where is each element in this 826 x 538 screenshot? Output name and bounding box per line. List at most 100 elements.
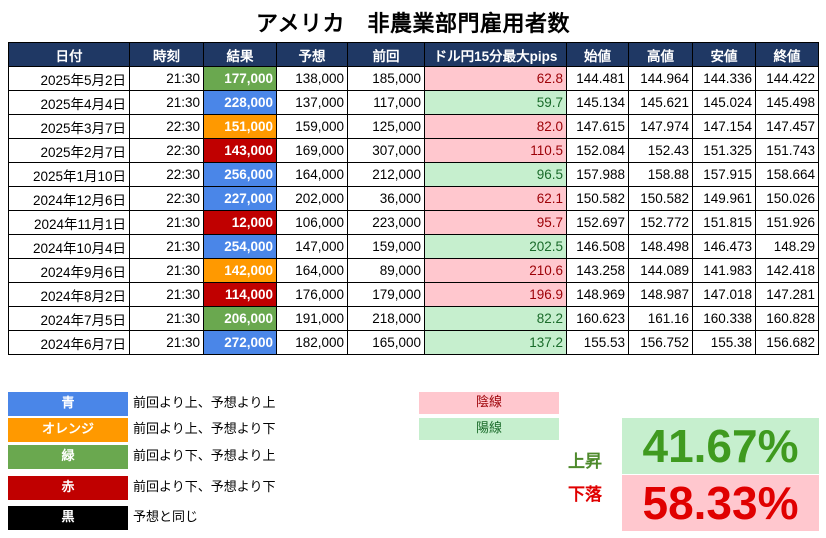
legend-swatch-orange: オレンジ: [8, 418, 128, 442]
result-cell: 143,000: [203, 138, 277, 163]
high-cell: 152.772: [628, 210, 693, 235]
low-cell: 149.961: [692, 186, 756, 211]
legend-swatch-blue: 青: [8, 392, 128, 416]
high-cell: 147.974: [628, 114, 693, 139]
column-header: ドル円15分最大pips: [424, 42, 567, 67]
high-cell: 145.621: [628, 90, 693, 115]
legend-description: 前回より上、予想より上: [133, 396, 276, 411]
open-cell: 152.084: [566, 138, 629, 163]
column-header: 始値: [566, 42, 629, 67]
pips-cell: 82.0: [424, 114, 567, 139]
table-row: 2025年5月2日 21:30 177,000 138,000 185,000 62.8 1…: [8, 66, 819, 91]
previous-cell: 185,000: [347, 66, 425, 91]
open-cell: 155.53: [566, 330, 629, 355]
low-cell: 147.018: [692, 282, 756, 307]
time-cell: 22:30: [129, 186, 204, 211]
result-cell: 142,000: [203, 258, 277, 283]
open-cell: 145.134: [566, 90, 629, 115]
time-cell: 21:30: [129, 330, 204, 355]
column-header: 時刻: [129, 42, 204, 67]
page-title: アメリカ 非農業部門雇用者数: [256, 12, 570, 37]
time-cell: 22:30: [129, 114, 204, 139]
close-cell: 145.498: [755, 90, 819, 115]
pips-cell: 59.7: [424, 90, 567, 115]
close-cell: 142.418: [755, 258, 819, 283]
close-cell: 151.926: [755, 210, 819, 235]
forecast-cell: 137,000: [276, 90, 348, 115]
pips-cell: 137.2: [424, 330, 567, 355]
high-cell: 158.88: [628, 162, 693, 187]
column-header: 前回: [347, 42, 425, 67]
legend-swatch-black: 黒: [8, 506, 128, 530]
table-row: 2024年12月6日 22:30 227,000 202,000 36,000 62.1 1…: [8, 186, 819, 211]
column-header: 高値: [628, 42, 693, 67]
low-cell: 151.815: [692, 210, 756, 235]
legend-description: 前回より下、予想より上: [133, 449, 276, 464]
table-row: 2024年7月5日 21:30 206,000 191,000 218,000 82.2 1…: [8, 306, 819, 331]
time-cell: 22:30: [129, 162, 204, 187]
low-cell: 146.473: [692, 234, 756, 259]
previous-cell: 179,000: [347, 282, 425, 307]
forecast-cell: 138,000: [276, 66, 348, 91]
close-cell: 147.457: [755, 114, 819, 139]
close-cell: 148.29: [755, 234, 819, 259]
high-cell: 152.43: [628, 138, 693, 163]
high-cell: 144.089: [628, 258, 693, 283]
column-header: 日付: [8, 42, 130, 67]
open-cell: 150.582: [566, 186, 629, 211]
table-row: 2024年10月4日 21:30 254,000 147,000 159,000 202.…: [8, 234, 819, 259]
close-cell: 144.422: [755, 66, 819, 91]
forecast-cell: 106,000: [276, 210, 348, 235]
column-header: 結果: [203, 42, 277, 67]
pips-cell: 95.7: [424, 210, 567, 235]
open-cell: 160.623: [566, 306, 629, 331]
low-cell: 144.336: [692, 66, 756, 91]
result-cell: 254,000: [203, 234, 277, 259]
previous-cell: 125,000: [347, 114, 425, 139]
result-cell: 177,000: [203, 66, 277, 91]
open-cell: 146.508: [566, 234, 629, 259]
close-cell: 158.664: [755, 162, 819, 187]
forecast-cell: 164,000: [276, 162, 348, 187]
time-cell: 21:30: [129, 306, 204, 331]
column-header: 終値: [755, 42, 819, 67]
result-cell: 151,000: [203, 114, 277, 139]
date-cell: 2024年10月4日: [8, 234, 130, 259]
close-cell: 160.828: [755, 306, 819, 331]
result-cell: 228,000: [203, 90, 277, 115]
date-cell: 2025年5月2日: [8, 66, 130, 91]
forecast-cell: 191,000: [276, 306, 348, 331]
previous-cell: 36,000: [347, 186, 425, 211]
column-header: 予想: [276, 42, 348, 67]
forecast-cell: 159,000: [276, 114, 348, 139]
result-cell: 256,000: [203, 162, 277, 187]
legend-swatch-red: 赤: [8, 476, 128, 500]
previous-cell: 117,000: [347, 90, 425, 115]
date-cell: 2024年7月5日: [8, 306, 130, 331]
result-cell: 206,000: [203, 306, 277, 331]
date-cell: 2025年2月7日: [8, 138, 130, 163]
pips-cell: 62.1: [424, 186, 567, 211]
previous-cell: 307,000: [347, 138, 425, 163]
column-header: 安値: [692, 42, 756, 67]
bull-candle-legend: 陽線: [419, 418, 559, 440]
result-cell: 272,000: [203, 330, 277, 355]
forecast-cell: 202,000: [276, 186, 348, 211]
table-row: 2025年2月7日 22:30 143,000 169,000 307,000 110.5…: [8, 138, 819, 163]
forecast-cell: 182,000: [276, 330, 348, 355]
open-cell: 147.615: [566, 114, 629, 139]
low-cell: 151.325: [692, 138, 756, 163]
previous-cell: 89,000: [347, 258, 425, 283]
low-cell: 147.154: [692, 114, 756, 139]
pips-cell: 96.5: [424, 162, 567, 187]
date-cell: 2024年6月7日: [8, 330, 130, 355]
low-cell: 157.915: [692, 162, 756, 187]
up-ratio-label: 上昇: [568, 452, 602, 472]
result-cell: 114,000: [203, 282, 277, 307]
close-cell: 156.682: [755, 330, 819, 355]
open-cell: 144.481: [566, 66, 629, 91]
pips-cell: 110.5: [424, 138, 567, 163]
pips-cell: 210.6: [424, 258, 567, 283]
time-cell: 21:30: [129, 210, 204, 235]
legend-description: 前回より上、予想より下: [133, 422, 276, 437]
